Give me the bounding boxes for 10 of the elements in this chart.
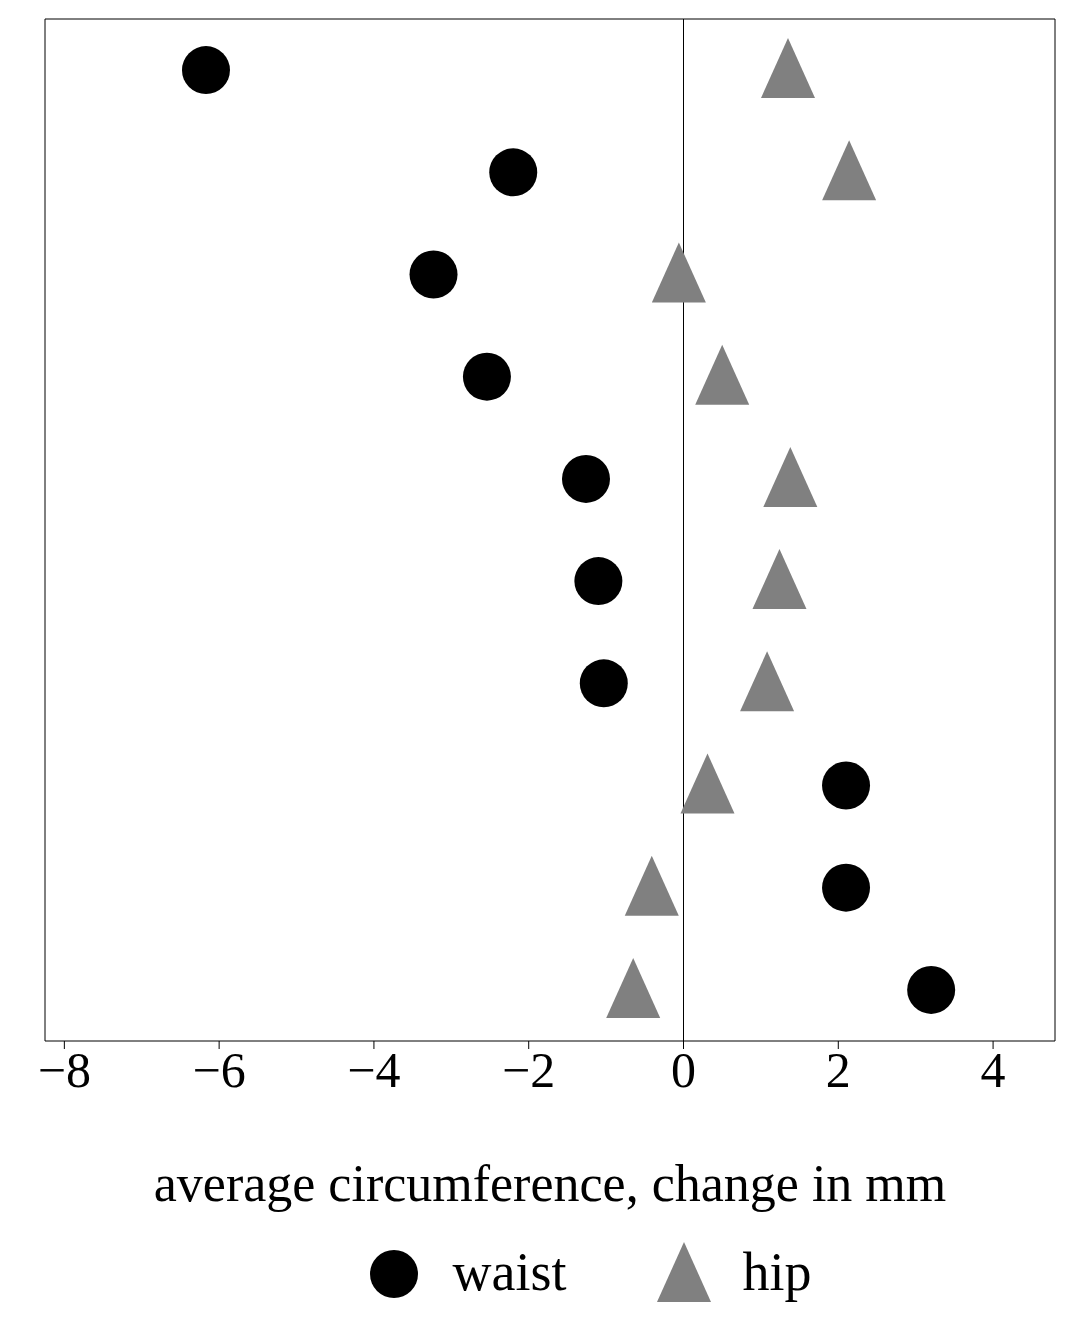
x-tick-label: 0 bbox=[671, 1041, 697, 1098]
x-axis-title: average circumference, change in mm bbox=[153, 1155, 947, 1212]
x-tick-label: −2 bbox=[502, 1041, 556, 1098]
legend-label: waist bbox=[452, 1241, 567, 1303]
x-tick-label: −4 bbox=[347, 1041, 401, 1098]
x-tick-label: −6 bbox=[192, 1041, 246, 1098]
legend-label: hip bbox=[742, 1241, 812, 1303]
x-tick-label: −8 bbox=[37, 1041, 91, 1098]
x-tick-label: 2 bbox=[825, 1041, 851, 1098]
x-tick-label: 4 bbox=[980, 1041, 1006, 1098]
